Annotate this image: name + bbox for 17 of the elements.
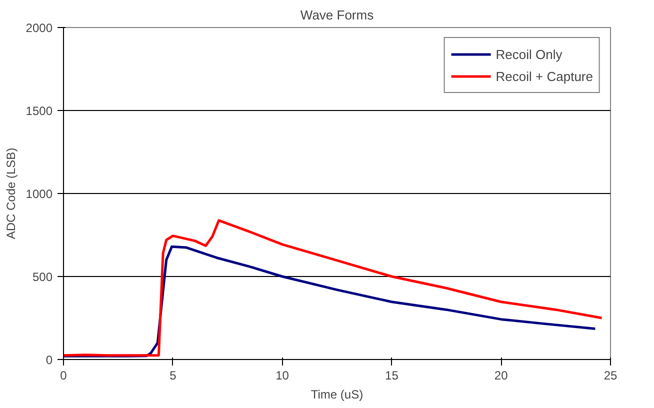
y-tick-label: 2000 [26, 21, 53, 35]
x-tick-label: 15 [385, 368, 399, 382]
x-tick-label: 10 [276, 368, 290, 382]
y-tick-label: 1500 [26, 104, 53, 118]
legend-label: Recoil Only [496, 46, 562, 62]
x-tick-label: 5 [170, 368, 177, 382]
y-tick-label: 0 [46, 353, 53, 367]
x-tick-label: 0 [60, 368, 68, 382]
y-tick-label: 500 [32, 270, 53, 284]
y-axis-title: ADC Code (LSB) [4, 148, 18, 240]
x-axis-title: Time (uS) [310, 388, 364, 402]
legend-label: Recoil + Capture [496, 68, 593, 84]
chart-title: Wave Forms [300, 8, 374, 22]
x-tick-label: 20 [494, 368, 508, 382]
y-tick-label: 1000 [26, 187, 53, 201]
line-series [64, 219, 603, 357]
x-tick-label: 25 [604, 368, 618, 382]
